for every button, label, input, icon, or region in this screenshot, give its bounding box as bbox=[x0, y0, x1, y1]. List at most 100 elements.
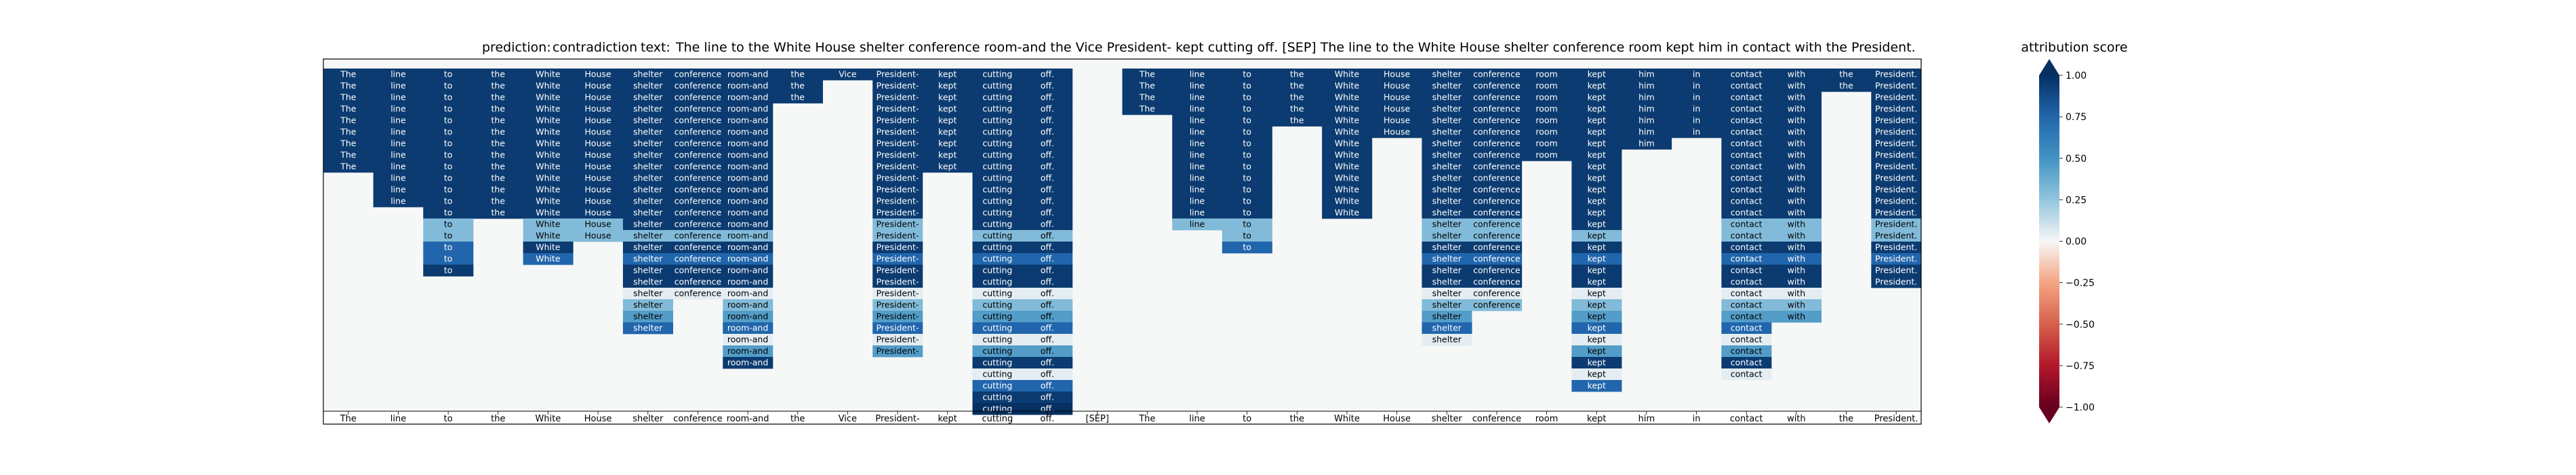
heatmap-cell-label: off. bbox=[1041, 277, 1054, 287]
heatmap-cell bbox=[373, 103, 424, 115]
heatmap-cell-label: to bbox=[1243, 185, 1251, 195]
heatmap-cell bbox=[1172, 80, 1223, 92]
heatmap-cell-label: room-and bbox=[727, 311, 768, 322]
heatmap-cell-label: President- bbox=[877, 196, 919, 206]
heatmap-cell bbox=[523, 195, 573, 208]
heatmap-cell-label: line bbox=[390, 81, 406, 91]
heatmap-cell bbox=[872, 230, 923, 242]
heatmap-cell bbox=[1771, 288, 1822, 300]
heatmap-cell-label: off. bbox=[1041, 115, 1054, 126]
heatmap-cell-label: with bbox=[1788, 138, 1806, 149]
heatmap-cell-label: off. bbox=[1041, 127, 1054, 137]
heatmap-cell bbox=[772, 80, 823, 92]
heatmap-cell bbox=[1422, 80, 1472, 92]
heatmap-cell bbox=[1571, 276, 1622, 288]
heatmap-cell bbox=[523, 92, 573, 104]
heatmap-cell bbox=[1521, 149, 1572, 162]
colorbar-tick-label: 0.75 bbox=[2066, 112, 2087, 123]
heatmap-cell bbox=[1721, 311, 1772, 323]
heatmap-cell-label: conference bbox=[675, 104, 722, 114]
heatmap-cell-label: House bbox=[1384, 127, 1410, 137]
heatmap-cell bbox=[523, 80, 573, 92]
heatmap-cell bbox=[1022, 253, 1073, 265]
heatmap-cell-label: President- bbox=[877, 335, 919, 345]
token-tick-label: contact bbox=[1730, 414, 1763, 424]
heatmap-cell-label: contact bbox=[1731, 369, 1763, 379]
heatmap-cell bbox=[622, 218, 673, 231]
heatmap-cell-label: conference bbox=[1473, 173, 1521, 183]
heatmap-cell-label: The bbox=[1139, 92, 1156, 102]
heatmap-cell-label: kept bbox=[938, 104, 957, 114]
heatmap-cell-label: the bbox=[491, 138, 506, 149]
heatmap-cell bbox=[723, 184, 773, 196]
heatmap-cell-label: House bbox=[1384, 81, 1410, 91]
heatmap-cell bbox=[972, 403, 1023, 415]
token-tick-label: House bbox=[1383, 414, 1411, 424]
heatmap-cell-label: shelter bbox=[633, 277, 663, 287]
heatmap-cell-label: President. bbox=[1875, 115, 1917, 126]
colorbar-tick-label: −1.00 bbox=[2066, 402, 2095, 413]
heatmap-cell bbox=[872, 184, 923, 196]
heatmap-cell-label: conference bbox=[675, 277, 722, 287]
heatmap-cell-label: room-and bbox=[727, 138, 768, 149]
heatmap-cell-label: conference bbox=[1473, 150, 1521, 160]
heatmap-cell bbox=[1771, 311, 1822, 323]
heatmap-cell-label: contact bbox=[1731, 69, 1763, 79]
heatmap-cell-label: The bbox=[1139, 81, 1156, 91]
heatmap-cell bbox=[723, 161, 773, 173]
heatmap-cell-label: shelter bbox=[1432, 115, 1462, 126]
heatmap-cell-label: line bbox=[1190, 69, 1205, 79]
heatmap-cell-label: President- bbox=[877, 219, 919, 229]
heatmap-cell-label: contact bbox=[1731, 173, 1763, 183]
heatmap-cell-label: line bbox=[390, 104, 406, 114]
heatmap-cell bbox=[1122, 92, 1173, 104]
heatmap-cell bbox=[1422, 69, 1472, 81]
colorbar-tick-label: −0.50 bbox=[2066, 320, 2095, 330]
heatmap-cell bbox=[1571, 345, 1622, 358]
heatmap-cell bbox=[1771, 138, 1822, 150]
heatmap-cell-label: House bbox=[585, 150, 611, 160]
heatmap-cell-label: White bbox=[1335, 104, 1360, 114]
heatmap-cell bbox=[373, 115, 424, 127]
heatmap-cell-label: shelter bbox=[633, 323, 663, 333]
text-label: text: bbox=[641, 40, 670, 55]
token-tick-label: White bbox=[536, 414, 561, 424]
heatmap-cell-label: contact bbox=[1731, 208, 1763, 218]
heatmap-cell bbox=[1422, 334, 1472, 346]
heatmap-cell-label: contact bbox=[1731, 265, 1763, 276]
heatmap-cell-label: President. bbox=[1875, 150, 1917, 160]
heatmap-cell bbox=[1571, 218, 1622, 231]
heatmap-cell bbox=[1322, 195, 1373, 208]
heatmap-cell-label: off. bbox=[1041, 311, 1054, 322]
heatmap-cell-label: kept bbox=[1588, 81, 1606, 91]
heatmap-cell-label: shelter bbox=[1432, 242, 1462, 252]
heatmap-cell-label: contact bbox=[1731, 346, 1763, 356]
heatmap-cell bbox=[1172, 195, 1223, 208]
heatmap-cell bbox=[1022, 288, 1073, 300]
heatmap-cell bbox=[423, 230, 474, 242]
heatmap-cell-label: in bbox=[1693, 127, 1700, 137]
heatmap-cell bbox=[1022, 334, 1073, 346]
heatmap-cell bbox=[1022, 126, 1073, 138]
heatmap-cell-label: White bbox=[536, 92, 561, 102]
heatmap-cell bbox=[323, 126, 374, 138]
heatmap-cell bbox=[1022, 161, 1073, 173]
heatmap-cell bbox=[1172, 103, 1223, 115]
heatmap-cell-label: kept bbox=[1588, 335, 1606, 345]
heatmap-cell-label: the bbox=[491, 92, 506, 102]
heatmap-cell bbox=[672, 138, 723, 150]
heatmap-cell bbox=[872, 161, 923, 173]
heatmap-cell bbox=[1322, 92, 1373, 104]
heatmap-cell bbox=[1422, 288, 1472, 300]
heatmap-cell-label: kept bbox=[1588, 162, 1606, 172]
heatmap-cell-label: conference bbox=[1473, 92, 1521, 102]
heatmap-cell-label: cutting bbox=[982, 254, 1012, 264]
heatmap-cell-label: cutting bbox=[982, 323, 1012, 333]
heatmap-cell-label: line bbox=[390, 162, 406, 172]
heatmap-cell-label: to bbox=[444, 185, 453, 195]
heatmap-cell bbox=[1671, 80, 1722, 92]
heatmap-cell bbox=[1472, 115, 1523, 127]
heatmap-cell-label: to bbox=[1243, 81, 1251, 91]
heatmap-cell bbox=[1622, 115, 1672, 127]
heatmap-cell bbox=[672, 230, 723, 242]
